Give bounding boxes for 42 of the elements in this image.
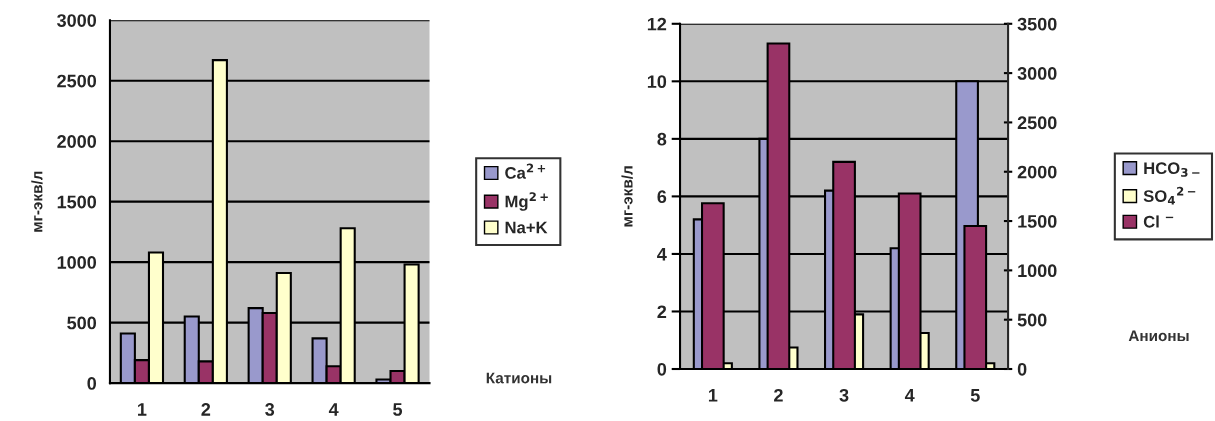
x-tick-label: 1: [138, 403, 147, 416]
y2-tick-label: 3500: [1017, 17, 1057, 31]
x-tick-label: 3: [839, 388, 849, 402]
y-tick-label: 10: [647, 75, 667, 89]
y-tick-label: 1000: [57, 256, 97, 269]
legend-label: Na+K: [505, 221, 548, 234]
legend-label: HCO$_{3−}$: [1144, 162, 1200, 177]
y-axis-title: мг-экв/л: [621, 166, 633, 227]
x-tick-label: 3: [265, 403, 275, 416]
y-tick-label: 3000: [57, 14, 97, 27]
y2-tick-label: 1000: [1018, 264, 1057, 278]
y-tick-label: 1500: [57, 195, 97, 209]
x-tick-label: 2: [774, 388, 783, 402]
y-tick-label: 500: [67, 316, 97, 330]
y-tick-label: 4: [657, 248, 667, 261]
y2-tick-label: 500: [1017, 313, 1047, 327]
x-axis-title: Анионы: [1128, 330, 1189, 342]
x-tick-label: 2: [201, 403, 211, 416]
y-tick-label: 2000: [57, 135, 97, 148]
y-tick-label: 2: [657, 305, 667, 319]
y-tick-label: 2500: [57, 74, 97, 88]
y-tick-label: 0: [657, 362, 667, 376]
legend-label: Cl $^{−}$: [1143, 215, 1174, 228]
y-tick-label: 6: [657, 190, 667, 204]
y2-tick-label: 1500: [1018, 214, 1057, 228]
legend-label: Mg$^{2+}$: [505, 192, 548, 211]
y2-tick-label: 0: [1017, 362, 1027, 376]
y-tick-label: 12: [647, 17, 667, 31]
x-tick-label: 4: [328, 403, 339, 416]
x-tick-label: 5: [970, 389, 980, 402]
y-tick-label: 0: [87, 377, 97, 390]
legend-label: SO$_{4}$$^{2−}$: [1143, 186, 1196, 205]
y-tick-label: 8: [657, 132, 667, 146]
y2-tick-label: 2000: [1017, 165, 1057, 179]
y2-tick-label: 2500: [1017, 116, 1057, 130]
x-tick-label: 5: [393, 403, 403, 416]
x-tick-label: 1: [708, 389, 718, 402]
y-axis-title: мг-экв/л: [31, 171, 43, 232]
legend-label: Ca$^{2+}$: [505, 163, 546, 179]
x-axis-title: Катионы: [486, 372, 552, 384]
x-tick-label: 4: [904, 389, 915, 402]
y2-tick-label: 3000: [1017, 67, 1057, 80]
